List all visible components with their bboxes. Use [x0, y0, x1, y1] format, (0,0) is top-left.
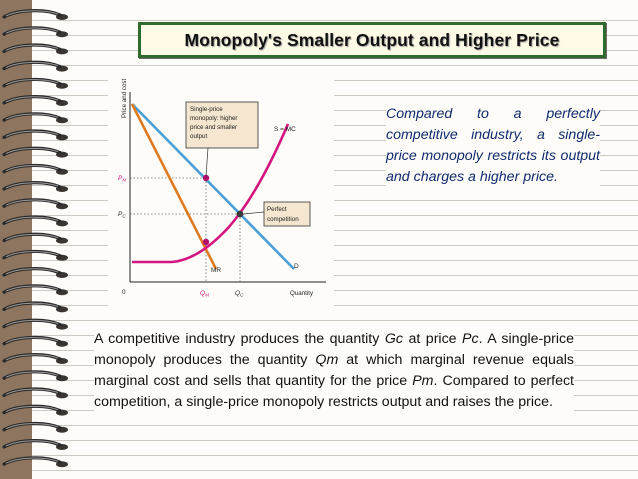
binding-ring [2, 249, 68, 261]
binding-ring [2, 301, 68, 313]
pc-inline: Pc [462, 331, 479, 347]
binding-ring [2, 267, 68, 278]
monopoly-diagram: Single-price monopoly: higher price and … [108, 76, 334, 310]
monopoly-callout-box [185, 101, 259, 149]
spiral-binding [2, 9, 68, 468]
binding-ring [2, 181, 68, 192]
pm-label: PM [118, 175, 126, 183]
binding-ring [2, 146, 68, 158]
monopoly-callout-line-4: output [190, 133, 207, 140]
binding-ring [2, 456, 68, 468]
comparison-text: Compared to a perfectly competitive indu… [386, 104, 600, 188]
binding-ring [2, 421, 68, 433]
competitive-equilibrium-point [236, 210, 244, 218]
monopoly-price-point [202, 174, 210, 182]
mc-curve-label: S = MC [274, 126, 296, 133]
pm-inline: Pm [412, 373, 434, 389]
pc-label: PC [118, 211, 126, 219]
binding-ring [2, 95, 68, 106]
qm-inline: Qm [315, 352, 339, 368]
monopoly-callout-line-3: price and smaller [190, 124, 237, 131]
binding-ring [2, 60, 68, 72]
marginal-revenue-curve [130, 103, 218, 270]
binding-ring [2, 335, 68, 347]
qc-label: QC [235, 290, 244, 298]
competition-callout-box [263, 201, 311, 227]
binding-ring [2, 404, 68, 416]
binding-ring [2, 284, 68, 296]
competition-callout-line-1: Perfect [267, 206, 287, 213]
qc-inline: Gc [384, 331, 403, 347]
qm-label: QM [200, 290, 209, 298]
binding-ring [2, 9, 68, 20]
competition-callout-line-2: competition [267, 216, 299, 223]
mr-curve-label: MR [211, 267, 221, 274]
marginal-cost-curve [132, 123, 290, 264]
title-box: Monopoly's Smaller Output and Higher Pri… [138, 22, 606, 58]
binding-ring [2, 77, 68, 89]
monopoly-callout-line-1: Single-price [190, 106, 223, 113]
binding-ring [2, 112, 68, 124]
binding-ring [2, 387, 68, 399]
demand-curve-label: D [294, 263, 299, 270]
origin-label: 0 [122, 289, 126, 296]
binding-ring [2, 318, 68, 330]
binding-ring [2, 370, 68, 382]
binding-ring [2, 198, 68, 210]
competition-callout-leader [242, 211, 265, 215]
monopoly-callout-leader [205, 147, 209, 177]
binding-ring [2, 215, 68, 227]
binding-ring [2, 43, 68, 55]
binding-ring [2, 353, 68, 364]
demand-curve [131, 103, 295, 270]
binding-ring [2, 26, 68, 38]
binding-ring [2, 163, 68, 175]
mr-mc-intersection-point [202, 238, 210, 246]
x-axis-label: Quantity [290, 290, 314, 297]
binding-ring [2, 232, 68, 244]
y-axis-label: Price and cost [121, 79, 128, 118]
slide-title: Monopoly's Smaller Output and Higher Pri… [184, 29, 560, 50]
monopoly-callout-line-2: monopoly: higher [190, 115, 237, 122]
explanation-paragraph: A competitive industry produces the quan… [94, 327, 574, 415]
binding-ring [2, 439, 68, 450]
binding-ring [2, 129, 68, 141]
